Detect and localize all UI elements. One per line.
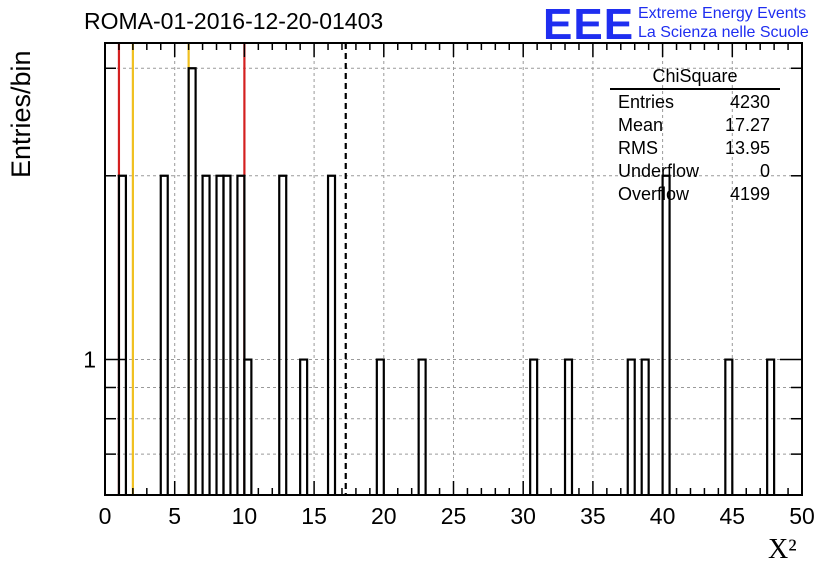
stats-title: ChiSquare [610,66,780,90]
stats-row-mean: Mean 17.27 [610,114,780,137]
histogram-bar [278,174,288,495]
logo-line-2: La Scienza nelle Scuole [638,24,809,41]
x-axis-label: X² [768,534,797,565]
stats-row-rms: RMS 13.95 [610,137,780,160]
stats-row-overflow: Overflow 4199 [610,183,780,206]
x-tick-label: 50 [789,503,815,529]
x-tick-label: 5 [168,503,181,529]
stats-value: 0 [759,161,770,181]
histogram-bar [236,174,246,495]
histogram-bar [529,358,539,495]
histogram-bar [243,358,253,495]
histogram-bar [766,358,776,495]
histogram-bar [563,358,574,495]
histogram-bar [724,358,734,495]
histogram-bar [159,174,169,495]
stats-value: 4230 [729,92,770,112]
histogram-bar [375,358,385,495]
axes [104,42,803,496]
histogram-bar [326,174,337,495]
histogram-bar [187,67,197,495]
tick-labels: 0 5 10 15 20 25 30 35 40 45 50 1 [83,347,815,529]
histogram-bar [222,174,232,495]
histogram-bar [417,358,427,495]
stats-label: Overflow [618,184,690,204]
stats-value: 17.27 [724,115,770,135]
stats-row-underflow: Underflow 0 [610,160,780,183]
histogram-bar [201,174,211,495]
stats-value: 13.95 [724,138,770,158]
x-tick-label: 40 [650,503,676,529]
x-tick-label: 15 [301,503,327,529]
x-tick-label: 20 [371,503,397,529]
histogram-bar [626,358,636,495]
logo-mark: EEE [543,0,635,49]
x-tick-label: 45 [720,503,746,529]
eee-logo: EEE Extreme Energy Events La Scienza nel… [543,0,833,49]
grid-lines [105,43,802,495]
stats-label: RMS [618,138,658,158]
histogram-bar [299,358,309,495]
stats-label: Mean [618,115,664,135]
x-tick-label: 35 [580,503,606,529]
logo-line-1: Extreme Energy Events [638,5,807,22]
histogram-bars [117,67,776,495]
histogram-bar [117,174,128,495]
stats-row-entries: Entries 4230 [610,91,780,114]
chart-title: ROMA-01-2016-12-20-01403 [84,8,384,34]
x-tick-label: 10 [232,503,258,529]
marker-lines [117,43,347,495]
stats-label: Underflow [618,161,700,181]
histogram-bar [640,358,650,495]
stats-label: Entries [618,92,675,112]
y-tick-label: 1 [83,347,96,373]
x-tick-label: 0 [99,503,112,529]
x-tick-label: 30 [510,503,536,529]
stats-box: ChiSquare Entries 4230 Mean 17.27 RMS 13… [610,66,780,206]
histogram-bar [661,174,671,495]
stats-value: 4199 [729,184,770,204]
x-tick-label: 25 [441,503,467,529]
